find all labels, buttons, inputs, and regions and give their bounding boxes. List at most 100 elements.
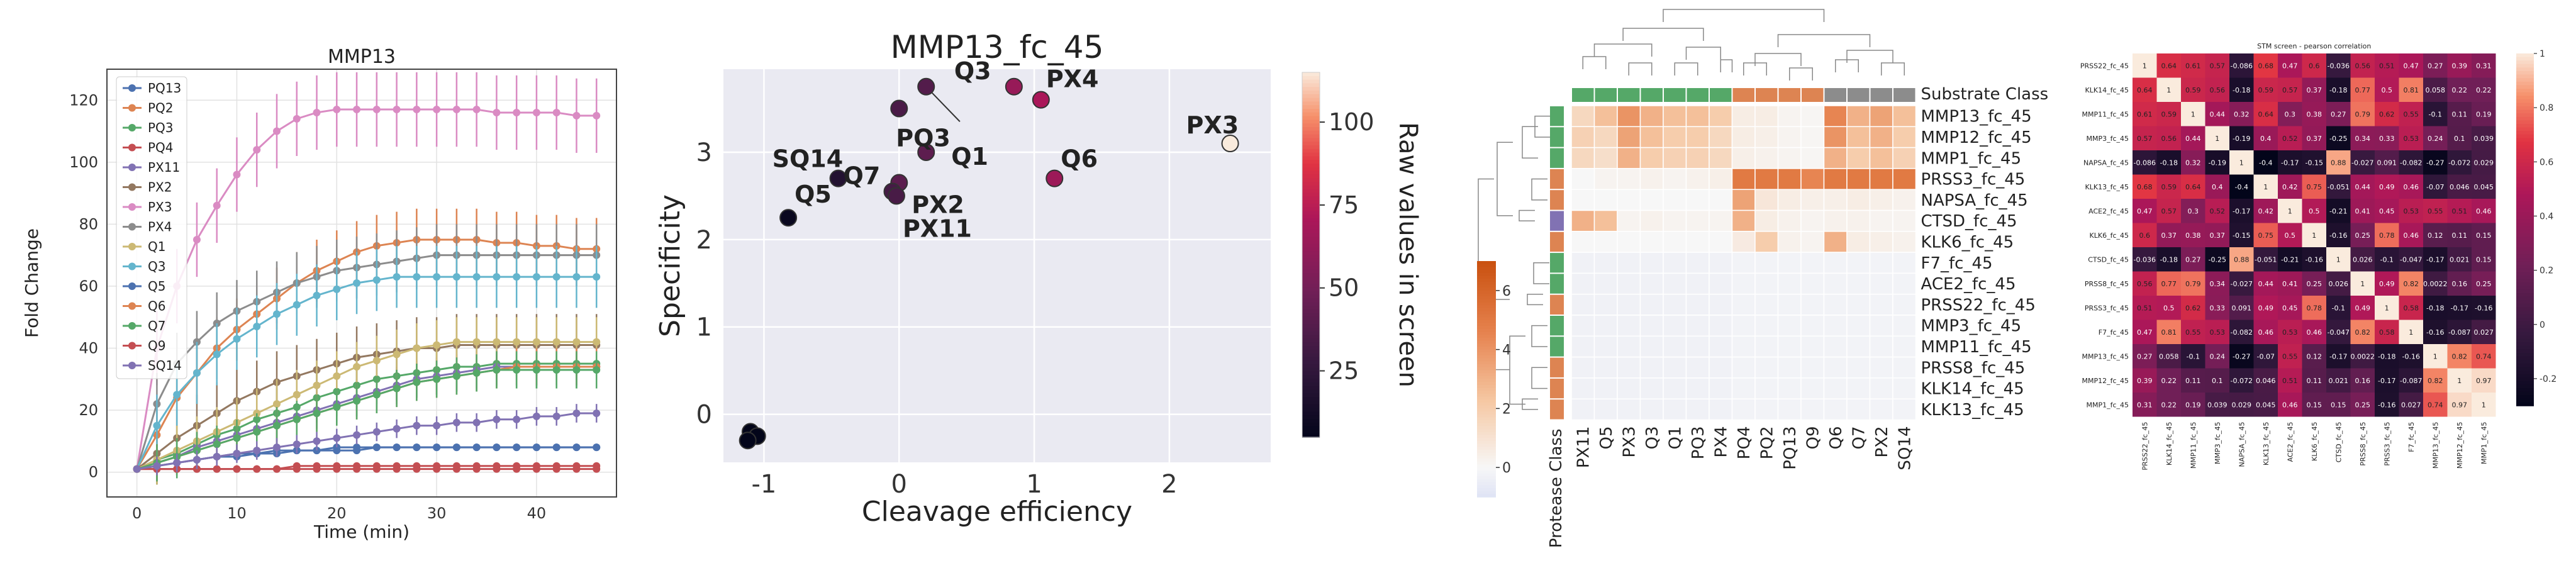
cell-value: 1 bbox=[2385, 304, 2389, 312]
heatmap-cell bbox=[2302, 53, 2326, 78]
heatmap-cell bbox=[1754, 398, 1779, 421]
substrate-class-cell bbox=[1870, 88, 1892, 102]
cell-value: 0.6 bbox=[2139, 231, 2151, 240]
row-label: CTSD_fc_45 bbox=[2088, 255, 2129, 264]
cell-value: 0.045 bbox=[2474, 183, 2494, 191]
heatmap-cell bbox=[1754, 272, 1779, 295]
cell-value: 0.49 bbox=[2258, 304, 2274, 312]
heatmap-cell bbox=[1593, 147, 1618, 169]
colorbar-segment bbox=[2516, 303, 2534, 308]
heatmap-cell bbox=[2399, 393, 2423, 417]
heatmap-cell bbox=[1754, 315, 1779, 337]
heatmap-cell bbox=[1800, 105, 1825, 128]
heatmap-cell bbox=[1823, 356, 1848, 379]
cell-value: 0.021 bbox=[2450, 255, 2470, 264]
heatmap-cell bbox=[1593, 272, 1618, 295]
colorbar-segment bbox=[1302, 79, 1320, 84]
data-point bbox=[572, 443, 581, 452]
data-point bbox=[552, 465, 560, 473]
colorbar-segment bbox=[1302, 156, 1320, 160]
heatmap-cell bbox=[2375, 247, 2399, 272]
protease-class-cell bbox=[1550, 399, 1564, 420]
row-label: MMP3_fc_45 bbox=[1921, 317, 2022, 336]
row-label: MMP11_fc_45 bbox=[1921, 338, 2032, 357]
data-point bbox=[413, 106, 421, 114]
colorbar-segment bbox=[1477, 411, 1496, 415]
colorbar-segment bbox=[2516, 169, 2534, 174]
heatmap-cell bbox=[1663, 231, 1687, 253]
substrate-class-cell bbox=[1710, 88, 1732, 102]
cell-value: -0.07 bbox=[2426, 183, 2444, 191]
data-point bbox=[192, 369, 201, 377]
protease-class-cell bbox=[1550, 211, 1564, 231]
heatmap-cell bbox=[1846, 315, 1871, 337]
correlation-heatmap-panel: STM screen - pearson correlation 1 0.64 0.6… bbox=[2051, 0, 2576, 563]
heatmap-cell bbox=[1800, 293, 1825, 316]
substrate-class-cell bbox=[1732, 88, 1754, 102]
chart-title: MMP13_fc_45 bbox=[891, 29, 1104, 65]
colorbar-tick-label: 75 bbox=[1329, 191, 1359, 219]
data-point bbox=[273, 421, 281, 430]
colorbar-segment bbox=[1302, 324, 1320, 328]
heatmap-cell bbox=[1639, 272, 1664, 295]
data-point bbox=[452, 418, 460, 426]
series-line bbox=[137, 362, 597, 471]
colorbar-segment bbox=[1302, 247, 1320, 252]
data-point bbox=[413, 273, 421, 281]
data-point bbox=[353, 397, 361, 405]
colorbar-segment bbox=[2516, 194, 2534, 199]
data-point bbox=[493, 365, 501, 374]
heatmap-cell bbox=[2205, 53, 2229, 78]
data-point bbox=[513, 415, 521, 423]
heatmap-cell bbox=[2350, 174, 2375, 199]
heatmap-cell bbox=[2472, 102, 2496, 126]
line-chart-panel: MMP13 0 10 20 30 40 0 20 40 60 80 100 120 Time (min) F… bbox=[0, 0, 629, 563]
heatmap-cell bbox=[2350, 77, 2375, 102]
colorbar-segment bbox=[2516, 237, 2534, 241]
dendrogram-branch bbox=[1509, 335, 1525, 405]
colorbar-segment bbox=[2516, 356, 2534, 360]
colorbar-segment bbox=[1302, 255, 1320, 259]
column-label: F7_fc_45 bbox=[2407, 422, 2416, 452]
colorbar-segment bbox=[1302, 411, 1320, 416]
data-point bbox=[372, 428, 381, 436]
colorbar-segment bbox=[1477, 461, 1496, 465]
cell-value: 0.78 bbox=[2307, 304, 2322, 312]
data-point bbox=[372, 391, 381, 399]
heatmap-cell bbox=[1869, 272, 1893, 295]
x-axis-label: Cleavage efficiency bbox=[862, 496, 1132, 528]
cell-value: 0.57 bbox=[2282, 86, 2298, 94]
heatmap-cell bbox=[1731, 398, 1756, 421]
column-label: PRSS8_fc_45 bbox=[2359, 422, 2367, 466]
cell-value: 0.25 bbox=[2476, 280, 2492, 288]
data-point bbox=[452, 273, 460, 281]
heatmap-cell bbox=[2423, 102, 2448, 126]
heatmap-cell bbox=[2205, 150, 2229, 175]
heatmap-cell bbox=[1869, 293, 1893, 316]
data-point bbox=[333, 403, 341, 411]
cell-value: 0.68 bbox=[2137, 183, 2153, 191]
heatmap-cell bbox=[2133, 77, 2157, 102]
heatmap-cell bbox=[1663, 189, 1687, 211]
colorbar-segment bbox=[1477, 311, 1496, 315]
cell-value: 0.56 bbox=[2355, 62, 2371, 70]
colorbar-segment bbox=[1302, 320, 1320, 325]
heatmap-cell bbox=[1731, 209, 1756, 232]
heatmap-cell bbox=[2423, 150, 2448, 175]
colorbar-segment bbox=[1302, 306, 1320, 310]
substrate-class-cell bbox=[1664, 88, 1686, 102]
x-tick-label: 30 bbox=[427, 504, 447, 522]
colorbar-segment bbox=[1302, 182, 1320, 186]
cell-value: 0.49 bbox=[2355, 304, 2371, 312]
heatmap-cell bbox=[1709, 272, 1733, 295]
colorbar-tick-label: 0.2 bbox=[2540, 266, 2553, 276]
cell-value: 0.31 bbox=[2137, 401, 2153, 409]
cell-value: -0.16 bbox=[2306, 255, 2323, 264]
heatmap-cell bbox=[1846, 252, 1871, 274]
cell-value: 0.11 bbox=[2452, 231, 2468, 240]
heatmap-cell bbox=[2156, 199, 2181, 223]
substrate-class-cell bbox=[1802, 88, 1824, 102]
cell-value: -0.16 bbox=[2402, 352, 2420, 360]
data-point bbox=[233, 335, 241, 343]
heatmap-cell bbox=[2229, 296, 2254, 320]
